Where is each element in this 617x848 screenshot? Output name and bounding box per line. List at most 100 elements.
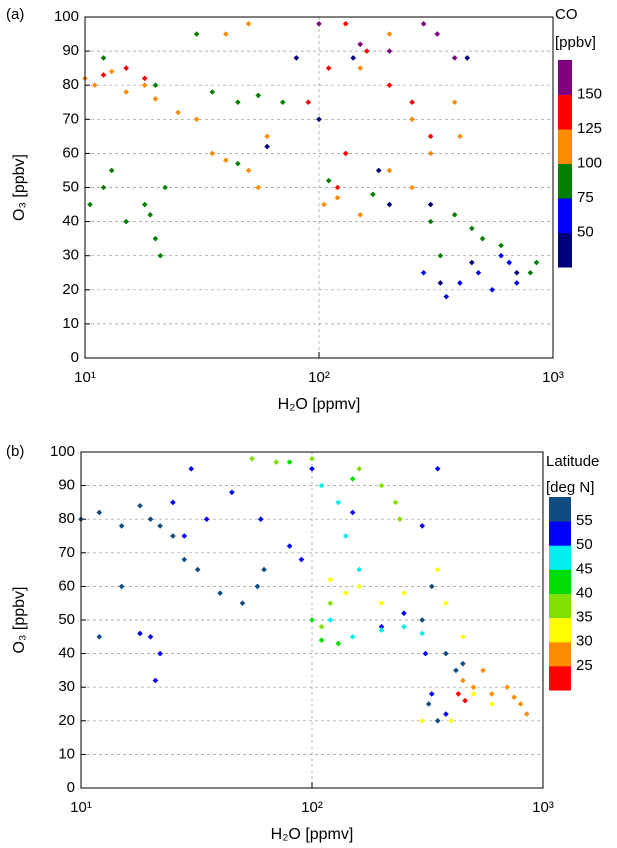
colorbar-tick-label: 45 <box>576 560 593 577</box>
data-point <box>488 701 495 707</box>
data-point <box>245 167 252 174</box>
colorbar-tick-label: 75 <box>577 189 594 206</box>
x-axis-label: H₂O [ppmv] <box>278 396 361 413</box>
data-point <box>513 269 520 276</box>
data-point <box>386 201 393 208</box>
data-point <box>261 566 267 573</box>
data-point <box>137 630 143 637</box>
colorbar-block <box>558 94 572 130</box>
y-tick-label: 80 <box>58 510 75 527</box>
data-point <box>157 650 163 657</box>
data-point <box>100 184 107 191</box>
data-point <box>443 293 450 300</box>
data-point <box>451 211 458 218</box>
y-tick-label: 100 <box>54 8 79 25</box>
data-point <box>209 89 216 95</box>
y-tick-label: 50 <box>62 178 79 195</box>
data-point <box>428 691 435 697</box>
data-point <box>460 634 466 640</box>
data-point <box>342 533 349 539</box>
data-point <box>451 55 458 61</box>
y-tick-label: 0 <box>67 779 75 796</box>
data-point <box>293 55 300 61</box>
data-point <box>170 533 176 539</box>
data-point <box>375 167 382 174</box>
x-tick-label: 10³ <box>542 369 564 386</box>
data-point <box>325 177 332 184</box>
colorbar-block <box>558 60 572 95</box>
data-point <box>419 630 426 637</box>
data-point <box>462 697 468 704</box>
data-point <box>422 650 429 657</box>
data-point <box>157 252 164 259</box>
data-point <box>91 82 98 88</box>
data-point <box>273 459 280 465</box>
data-point <box>464 55 471 61</box>
data-point <box>434 718 441 724</box>
data-point <box>498 252 504 259</box>
data-point <box>255 184 262 191</box>
data-point <box>455 691 462 697</box>
data-point <box>100 55 107 61</box>
data-point <box>419 718 426 724</box>
data-point <box>245 21 252 27</box>
colorbar-tick-label: 55 <box>576 512 593 529</box>
data-point <box>193 116 200 123</box>
data-point <box>309 466 315 472</box>
data-point <box>409 116 415 123</box>
data-point <box>209 150 216 157</box>
data-point <box>506 259 513 266</box>
data-point <box>162 184 168 191</box>
data-point <box>517 701 524 707</box>
panel-label: (a) <box>6 6 24 23</box>
data-point <box>378 623 385 630</box>
x-tick-label: 10² <box>301 799 323 816</box>
data-point <box>152 235 159 242</box>
data-point <box>357 65 364 71</box>
colorbar-title: Latitude <box>546 453 599 470</box>
data-point <box>460 677 466 684</box>
panel-label: (b) <box>6 443 24 460</box>
data-point <box>316 116 322 123</box>
data-point <box>427 201 434 208</box>
y-axis-label: O₃ [ppbv] <box>11 587 28 654</box>
colorbar-title: CO <box>555 6 578 23</box>
data-point <box>386 48 393 54</box>
y-tick-label: 10 <box>58 745 75 762</box>
data-point <box>527 269 534 276</box>
plot-frame <box>80 451 544 789</box>
data-point <box>475 269 482 276</box>
data-point <box>378 600 385 606</box>
y-tick-label: 20 <box>58 712 75 729</box>
data-point <box>298 556 305 563</box>
data-point <box>325 65 332 71</box>
data-point <box>489 287 496 293</box>
data-point <box>100 72 107 78</box>
data-point <box>309 455 315 462</box>
y-tick-label: 90 <box>62 42 79 59</box>
data-point <box>363 48 370 54</box>
data-point <box>378 627 385 633</box>
data-point <box>96 634 103 640</box>
data-point <box>533 259 540 266</box>
x-tick-label: 10¹ <box>74 369 96 386</box>
data-point <box>334 194 341 201</box>
data-point <box>181 533 188 539</box>
data-point <box>286 543 293 549</box>
data-point <box>453 667 459 674</box>
data-point <box>392 499 399 506</box>
data-point <box>401 590 407 596</box>
x-tick-label: 10³ <box>532 799 554 816</box>
data-point <box>254 583 261 590</box>
y-tick-label: 100 <box>50 443 75 460</box>
data-point <box>457 280 463 286</box>
data-point <box>170 499 176 506</box>
colorbar-block <box>558 163 572 199</box>
x-tick-label: 10¹ <box>70 799 92 816</box>
data-point <box>469 225 475 232</box>
data-point <box>409 99 415 106</box>
data-point <box>434 466 441 472</box>
y-tick-label: 40 <box>58 645 75 662</box>
data-point <box>342 590 349 596</box>
